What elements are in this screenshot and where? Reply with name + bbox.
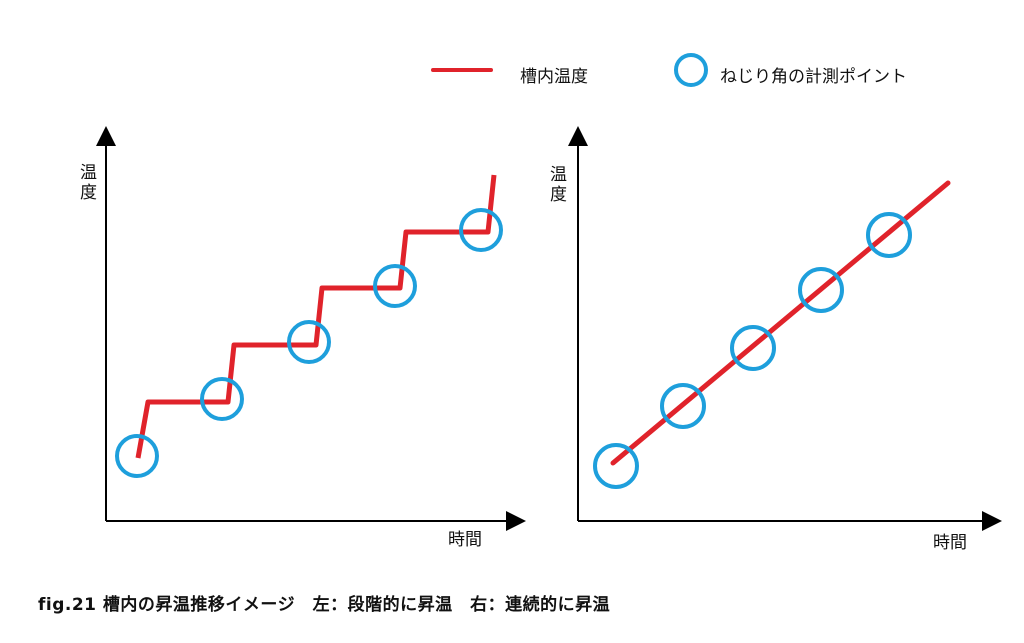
figure-caption: fig.21 槽内の昇温推移イメージ 左：段階的に昇温 右：連続的に昇温: [38, 595, 611, 615]
legend-circle-swatch: [674, 53, 708, 87]
measurement-point: [373, 264, 417, 308]
measurement-point: [798, 267, 844, 313]
right-temperature-line: [610, 180, 951, 466]
measurement-point: [200, 377, 244, 421]
measurement-point: [866, 212, 912, 258]
left-x-axis-label: 時間: [448, 530, 482, 550]
measurement-point: [730, 325, 776, 371]
right-y-axis-label: 温度: [550, 165, 567, 205]
left-y-axis-label: 温度: [80, 163, 97, 203]
right-measurement-points: [593, 212, 912, 489]
left-measurement-points: [115, 208, 503, 478]
measurement-point: [660, 383, 706, 429]
legend-circle-label: ねじり角の計測ポイント: [720, 67, 907, 87]
measurement-point: [593, 443, 639, 489]
left-temperature-line: [135, 174, 497, 459]
measurement-point: [115, 434, 159, 478]
legend-line-label: 槽内温度: [520, 67, 588, 87]
measurement-point: [459, 208, 503, 252]
measurement-point: [287, 320, 331, 364]
right-x-axis-label: 時間: [933, 533, 967, 553]
